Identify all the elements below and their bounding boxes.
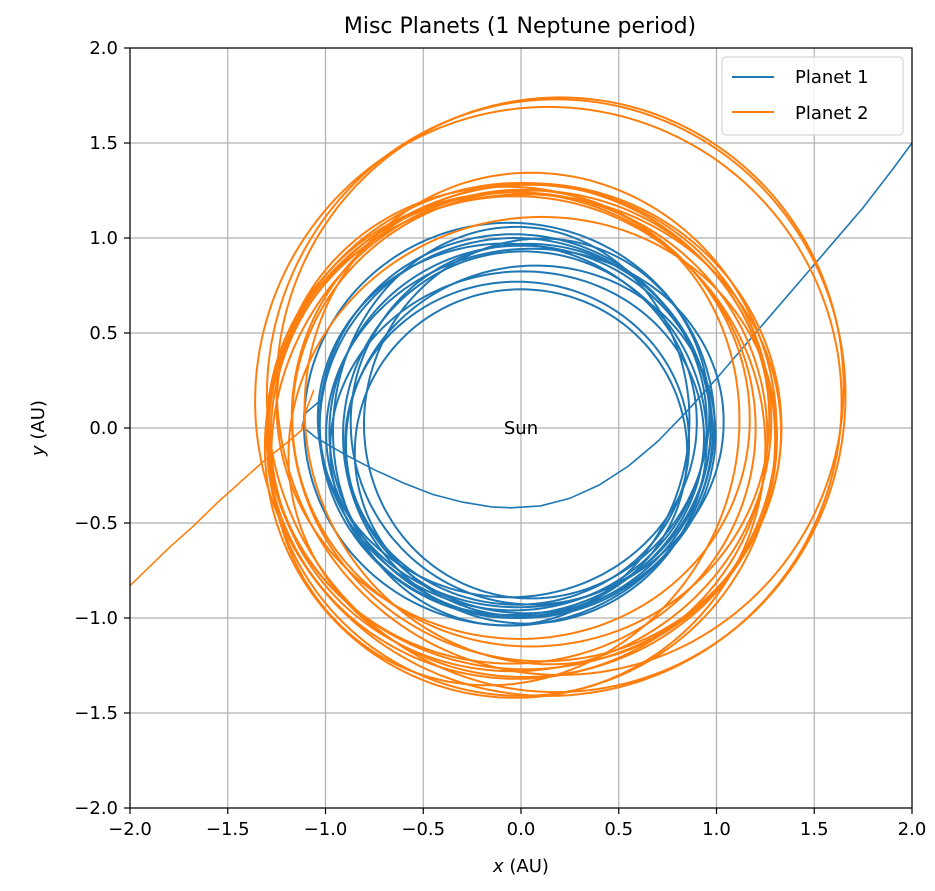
axis-ticks: −2.0 −1.5 −1.0 −0.5 0.0 0.5 1.0 1.5 2.0 −2.0 −1.5 −… (74, 38, 926, 840)
series-planet-2 (130, 96, 847, 699)
orbit-loop (270, 188, 741, 687)
x-tick-label: 1.0 (702, 819, 731, 840)
y-tick-label: −0.5 (74, 513, 118, 534)
x-axis-variable: x (492, 856, 504, 877)
x-tick-label: 0.0 (507, 819, 536, 840)
series-layer (130, 96, 912, 699)
orbit-loop (325, 247, 725, 609)
y-axis-unit: (AU) (28, 400, 49, 445)
legend-label-planet-1: Planet 1 (795, 67, 869, 88)
orbit-loop (254, 105, 843, 697)
y-axis-variable: y (28, 445, 49, 457)
chart-title: Misc Planets (1 Neptune period) (344, 14, 696, 39)
x-tick-label: 1.5 (800, 819, 829, 840)
y-tick-label: −1.0 (74, 608, 118, 629)
legend-label-planet-2: Planet 2 (795, 103, 869, 124)
legend: Planet 1 Planet 2 (721, 56, 904, 136)
orbit-loop (363, 237, 711, 600)
y-tick-label: 0.0 (89, 418, 118, 439)
orbit-loop (344, 280, 691, 606)
x-tick-label: −2.0 (108, 819, 152, 840)
orbit-loop (267, 193, 782, 671)
orbit-loop (303, 171, 778, 666)
trajectory-path (301, 142, 912, 509)
x-tick-label: 2.0 (898, 819, 927, 840)
x-tick-label: −0.5 (401, 819, 445, 840)
sun-annotation: Sun (504, 418, 538, 439)
trajectory-path (130, 429, 303, 587)
y-tick-label: 1.0 (89, 228, 118, 249)
orbit-loop (275, 185, 751, 640)
x-axis-unit: (AU) (504, 856, 549, 877)
orbit-loop (332, 225, 691, 627)
y-tick-label: −1.5 (74, 703, 118, 724)
y-tick-label: 1.5 (89, 133, 118, 154)
orbit-loop (287, 215, 779, 679)
orbit-loop (328, 244, 714, 620)
y-tick-label: 0.5 (89, 323, 118, 344)
orbit-loop (265, 191, 757, 665)
orbit-loop (341, 250, 708, 625)
orbit-loop (290, 182, 783, 663)
orbit-loop (269, 183, 773, 673)
x-tick-label: −1.5 (206, 819, 250, 840)
orbit-loop (318, 233, 708, 612)
series-planet-1 (301, 142, 912, 627)
orbit-loop (353, 288, 689, 618)
y-tick-label: −2.0 (74, 798, 118, 819)
orbit-loop (302, 221, 716, 627)
trajectory-path (301, 389, 315, 431)
x-axis-label: x (AU) (492, 856, 549, 877)
x-tick-label: 0.5 (604, 819, 633, 840)
y-tick-label: 2.0 (89, 38, 118, 59)
x-tick-label: −1.0 (304, 819, 348, 840)
orbit-loop (263, 195, 767, 699)
y-axis-label: y (AU) (28, 400, 49, 457)
